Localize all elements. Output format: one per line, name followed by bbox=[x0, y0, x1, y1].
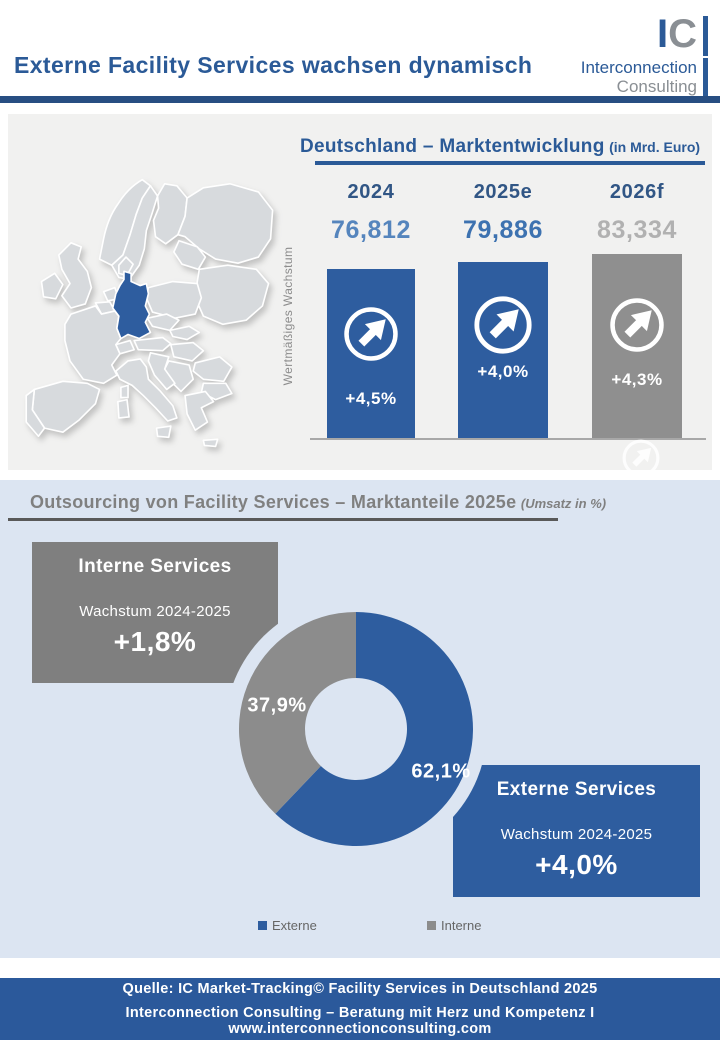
island-sardinia bbox=[117, 398, 130, 419]
country-greece bbox=[184, 390, 215, 431]
market-share-donut-chart bbox=[225, 598, 487, 860]
company-logo: IC Interconnection Consulting bbox=[581, 14, 708, 96]
bar-2025e: +4,0% bbox=[458, 262, 548, 438]
interne-box-value: +1,8% bbox=[113, 626, 197, 657]
island-sicily bbox=[155, 425, 172, 439]
country-denmark bbox=[118, 256, 134, 277]
growth-arrow-icon bbox=[474, 296, 532, 354]
logo-ic-monogram: IC bbox=[657, 14, 697, 54]
country-croatia bbox=[147, 351, 176, 391]
legend-item-interne: Interne bbox=[427, 918, 481, 933]
country-romania bbox=[192, 356, 233, 383]
donut-label-interne: 37,9% bbox=[247, 694, 307, 717]
growth-label-2024: +4,5% bbox=[345, 389, 397, 408]
country-austria bbox=[133, 336, 172, 352]
market-chart-title: Deutschland – Marktentwicklung (in Mrd. … bbox=[300, 136, 700, 158]
externe-box-title: Externe Services bbox=[496, 779, 657, 800]
y-axis-label: Wertmäßiges Wachstum bbox=[281, 246, 295, 386]
country-belarus-ukraine bbox=[194, 264, 270, 326]
country-portugal bbox=[25, 388, 46, 438]
country-italy bbox=[115, 358, 178, 422]
country-france bbox=[64, 305, 122, 385]
interne-services-box: Interne Services Wachstum 2024-2025 +1,8… bbox=[32, 542, 278, 683]
footer-company-line: Interconnection Consulting – Beratung mi… bbox=[125, 1005, 595, 1037]
footer: Quelle: IC Market-Tracking© Facility Ser… bbox=[0, 978, 720, 1040]
externe-box-subtitle: Wachstum 2024-2025 bbox=[500, 826, 653, 843]
logo-bar-icon bbox=[703, 16, 708, 56]
legend-label-interne: Interne bbox=[441, 918, 482, 933]
externe-box-value: +4,0% bbox=[535, 849, 618, 880]
outsourcing-title-underline bbox=[8, 518, 558, 521]
legend-swatch-interne-icon bbox=[427, 921, 436, 930]
growth-arrow-icon bbox=[610, 298, 664, 352]
interne-box-subtitle: Wachstum 2024-2025 bbox=[79, 603, 231, 620]
year-label-2024: 2024 bbox=[347, 181, 395, 203]
interne-box-title: Interne Services bbox=[78, 556, 232, 577]
market-title-underline bbox=[315, 161, 705, 165]
country-germany-highlighted bbox=[111, 270, 152, 340]
market-chart-title-text: Deutschland – Marktentwicklung bbox=[300, 136, 605, 157]
europe-map bbox=[25, 178, 274, 448]
legend-label-externe: Externe bbox=[272, 918, 317, 933]
legend-swatch-externe-icon bbox=[258, 921, 267, 930]
country-uk bbox=[57, 242, 93, 309]
country-poland bbox=[145, 280, 203, 319]
outsourcing-section: Outsourcing von Facility Services – Mark… bbox=[0, 480, 720, 958]
logo-letter-c: C bbox=[668, 12, 697, 56]
growth-arrow-icon bbox=[344, 307, 398, 361]
x-axis-line bbox=[310, 438, 706, 440]
externe-services-box: Externe Services Wachstum 2024-2025 +4,0… bbox=[453, 765, 700, 897]
bar-2026f: +4,3% bbox=[592, 254, 682, 438]
donut-label-externe: 62,1% bbox=[411, 760, 471, 783]
page-title: Externe Facility Services wachsen dynami… bbox=[14, 52, 533, 78]
market-value-2026f: 83,334 bbox=[596, 216, 678, 244]
year-label-2026f: 2026f bbox=[609, 181, 665, 203]
market-development-section: Deutschland – Marktentwicklung (in Mrd. … bbox=[8, 114, 712, 470]
country-ireland bbox=[40, 272, 64, 300]
country-slovakia bbox=[168, 325, 201, 341]
island-corsica bbox=[120, 384, 129, 399]
donut-slice-externe bbox=[275, 612, 473, 846]
market-value-2024: 76,812 bbox=[330, 216, 412, 244]
logo-company-suffix: Consulting bbox=[616, 77, 697, 96]
logo-text-row: Interconnection Consulting bbox=[581, 58, 708, 96]
growth-label-2026f: +4,3% bbox=[611, 370, 663, 389]
outsourcing-title-unit: (Umsatz in %) bbox=[520, 496, 607, 511]
logo-letter-i: I bbox=[656, 12, 669, 56]
donut-slice-interne bbox=[238, 612, 356, 814]
country-baltics bbox=[173, 239, 207, 271]
bar-2024: +4,5% bbox=[327, 269, 415, 438]
country-hungary bbox=[169, 341, 205, 362]
year-label-2025e: 2025e bbox=[473, 181, 533, 203]
market-chart-title-unit: (in Mrd. Euro) bbox=[609, 139, 701, 155]
market-value-2025e: 79,886 bbox=[462, 216, 544, 244]
outsourcing-title-text: Outsourcing von Facility Services – Mark… bbox=[30, 492, 517, 512]
country-czechia bbox=[146, 313, 180, 332]
country-crete bbox=[202, 438, 219, 448]
header-divider bbox=[0, 96, 720, 103]
growth-arrow-watermark-icon bbox=[622, 439, 660, 470]
country-russia bbox=[177, 182, 274, 264]
legend-item-externe: Externe bbox=[258, 918, 317, 933]
outsourcing-title: Outsourcing von Facility Services – Mark… bbox=[30, 492, 606, 513]
logo-ic-row: IC bbox=[657, 14, 708, 56]
logo-bar-icon bbox=[703, 58, 708, 96]
growth-label-2025e: +4,0% bbox=[477, 362, 529, 381]
footer-source-line: Quelle: IC Market-Tracking© Facility Ser… bbox=[122, 981, 598, 997]
logo-company-name: Interconnection bbox=[580, 58, 697, 77]
